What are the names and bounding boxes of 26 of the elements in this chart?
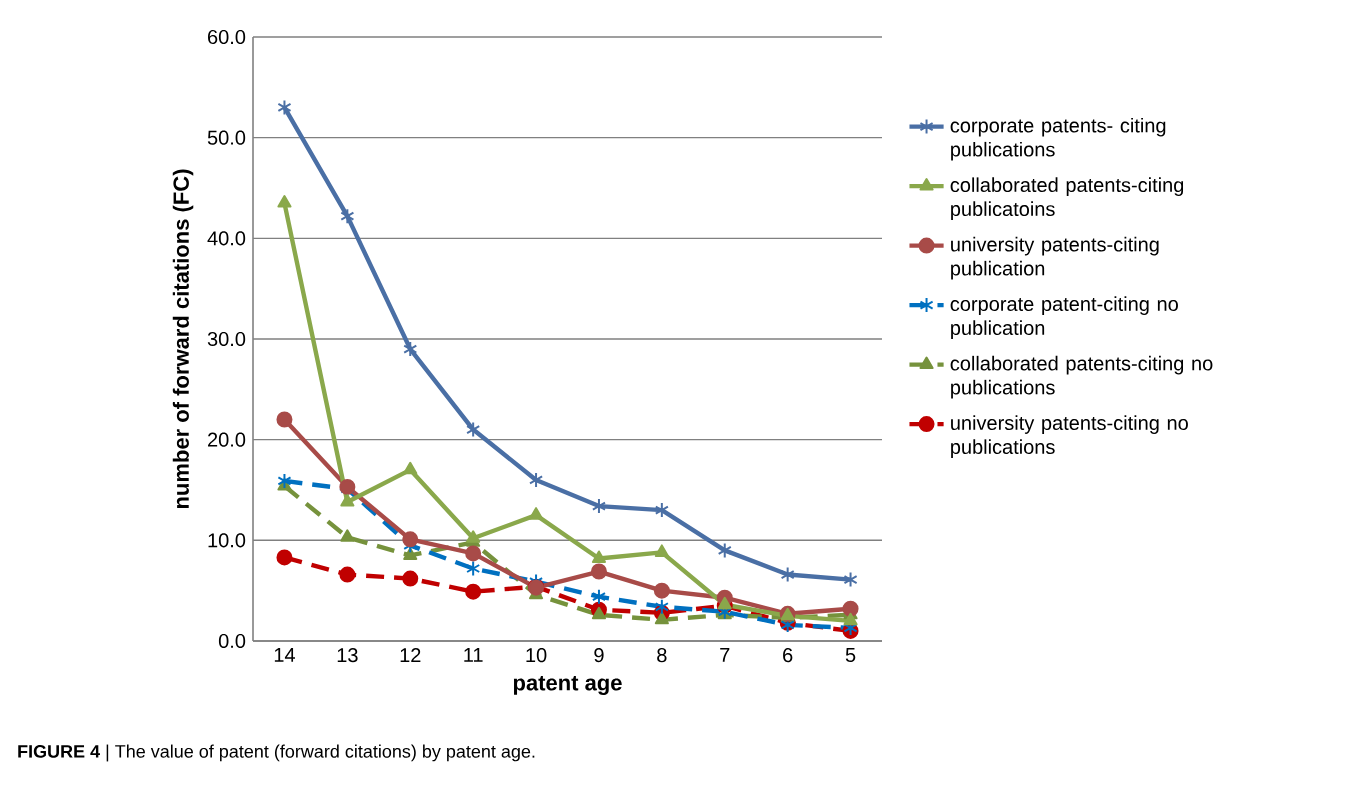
- y-tick-label: 40.0: [207, 231, 246, 246]
- y-tick-label: 50.0: [207, 130, 246, 145]
- y-tick-label: 60.0: [208, 29, 246, 45]
- x-tick-label: 9: [594, 648, 604, 663]
- x-tick-label: 5: [845, 648, 856, 662]
- x-tick-label: 7: [720, 648, 730, 662]
- legend-label: collaborated patents-citing no publications: [950, 355, 1213, 399]
- legend-label: university patents-citing no publications: [951, 415, 1188, 458]
- x-tick-label: 12: [400, 648, 421, 663]
- y-tick-label: 30.0: [207, 331, 246, 347]
- legend-label: corporate patent-citing no publication: [950, 296, 1178, 339]
- legend-label: corporate patents- citing publications: [950, 117, 1166, 161]
- x-tick-label: 10: [526, 648, 547, 663]
- legend-label: collaborated patents-citing publicatoins: [950, 177, 1184, 220]
- x-tick-label: 13: [337, 648, 358, 663]
- x-axis-title: patent age: [513, 675, 622, 695]
- y-tick-label: 10.0: [208, 533, 246, 548]
- x-tick-label: 14: [274, 648, 295, 662]
- x-tick-label: 8: [657, 648, 667, 663]
- legend-label: university patents-citing publication: [951, 236, 1159, 280]
- y-tick-label: 0.0: [218, 633, 246, 649]
- text: FIGURE 4 | The value of patent (forward citations) by patent age.: [18, 744, 535, 762]
- y-axis-title: number of forward citations (FC): [172, 169, 194, 509]
- x-tick-label: 11: [464, 648, 483, 662]
- y-tick-label: 20.0: [208, 432, 246, 447]
- x-tick-label: 6: [783, 648, 793, 663]
